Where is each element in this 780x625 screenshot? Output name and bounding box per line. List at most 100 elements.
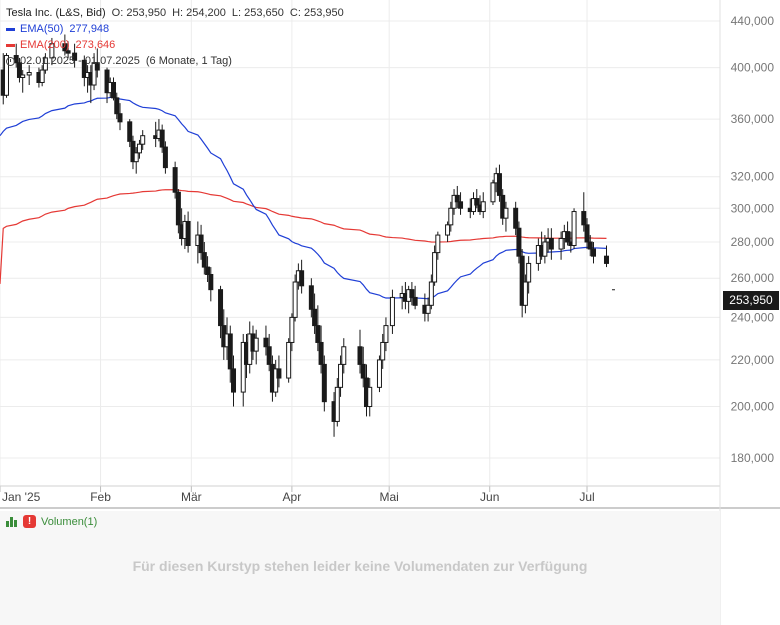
gridlines	[0, 0, 720, 486]
y-tick-label: 300,000	[731, 201, 775, 215]
candle-up	[432, 252, 438, 283]
candle-down	[227, 333, 233, 370]
y-axis-ticks: 180,000 200,000 220,000 240,000 260,000 280,0…	[731, 14, 775, 465]
x-tick-label: Feb	[90, 490, 111, 504]
chart-legend: Tesla Inc. (L&S, Bid) O: 253,950 H: 254,…	[6, 5, 350, 69]
x-tick-label: Jan '25	[2, 490, 41, 504]
close-value: C: 253,950	[289, 7, 344, 19]
candle-down	[315, 325, 321, 343]
candle-down	[474, 198, 480, 206]
candle-up	[91, 62, 97, 86]
candle-down	[454, 194, 460, 203]
candle-down	[62, 43, 68, 52]
candle-up	[286, 341, 292, 379]
candle-up	[253, 337, 259, 352]
legend-ema50-row[interactable]: EMA(50) 277,948	[6, 21, 350, 37]
candle-down	[198, 234, 204, 254]
candle-up	[341, 346, 347, 365]
candle-up	[383, 325, 389, 343]
ema50-swatch	[6, 27, 15, 31]
candle-down	[496, 173, 502, 196]
candle-down	[231, 368, 237, 393]
candle-down	[299, 270, 305, 287]
candle-down	[162, 146, 168, 169]
candle-down	[591, 248, 597, 257]
open-value: O: 253,950	[111, 7, 167, 19]
y-tick-label: 360,000	[731, 112, 775, 126]
candle-up	[522, 281, 528, 306]
candle-down	[94, 62, 100, 71]
candle-down	[185, 220, 191, 247]
candle-down	[201, 252, 207, 268]
candle-up	[445, 224, 451, 236]
candle-up	[367, 386, 373, 408]
candle-down	[172, 167, 178, 193]
y-tick-label: 220,000	[731, 353, 775, 367]
candle-down	[117, 113, 123, 123]
candle-down	[16, 62, 22, 78]
y-tick-label: 280,000	[731, 235, 775, 249]
candle-up	[20, 74, 26, 78]
candle-down	[587, 241, 593, 250]
candle-up	[338, 363, 344, 388]
clock-icon	[6, 56, 15, 66]
instrument-title[interactable]: Tesla Inc. (L&S, Bid)	[6, 7, 106, 19]
volume-panel	[0, 511, 720, 625]
ema50-line	[0, 96, 607, 300]
volume-label[interactable]: Volumen(1)	[41, 515, 98, 528]
y-tick-label: 200,000	[731, 400, 775, 414]
candle-up	[334, 386, 340, 422]
candle-down	[114, 97, 120, 115]
candle-up	[289, 316, 295, 343]
candle-down	[312, 308, 318, 327]
ema200-label: EMA(200)	[20, 39, 70, 51]
y-tick-label: 180,000	[731, 451, 775, 465]
candle-up	[376, 359, 382, 388]
candle-up	[542, 241, 548, 257]
candle-down	[81, 59, 87, 78]
candle-down	[357, 346, 363, 365]
candle-up	[380, 341, 386, 361]
candle-down	[513, 207, 519, 229]
ema200-line	[0, 189, 607, 284]
candle-down	[263, 337, 269, 348]
candle-up	[389, 296, 395, 327]
volume-header: ! Volumen(1)	[6, 515, 97, 528]
x-tick-label: Mär	[181, 490, 202, 504]
volume-bars-icon	[6, 516, 18, 527]
candle-up	[480, 201, 486, 213]
candle-down	[565, 231, 571, 243]
candle-up	[136, 143, 142, 154]
low-value: L: 253,650	[231, 7, 284, 19]
candle-up	[39, 69, 45, 83]
candle-down	[318, 341, 324, 365]
candle-down	[130, 140, 136, 163]
period-text: (6 Monate, 1 Tag)	[145, 55, 232, 67]
candle-up	[425, 304, 431, 314]
candle-down	[516, 227, 522, 257]
high-value: H: 254,200	[172, 7, 226, 19]
candle-up	[140, 135, 146, 145]
candle-up	[26, 72, 32, 76]
candle-down	[208, 273, 214, 291]
candle-up	[292, 281, 298, 318]
candle-down	[360, 363, 366, 379]
candle-up	[133, 152, 139, 163]
candle-down	[65, 50, 71, 54]
y-tick-label: 440,000	[731, 14, 775, 28]
candle-up	[240, 341, 246, 393]
candle-down	[548, 238, 554, 250]
legend-ohlc-row: Tesla Inc. (L&S, Bid) O: 253,950 H: 254,…	[6, 5, 350, 21]
ema50-value: 277,948	[69, 23, 110, 35]
candle-up	[558, 238, 564, 250]
legend-ema200-row[interactable]: EMA(200) 273,646	[6, 37, 350, 53]
candle-down	[458, 201, 464, 209]
warning-icon[interactable]: !	[23, 515, 36, 528]
x-tick-label: Mai	[380, 490, 399, 504]
x-tick-label: Apr	[283, 490, 302, 504]
legend-range-row[interactable]: 02.01.2025 - 01.07.2025 (6 Monate, 1 Tag…	[6, 53, 350, 69]
candle-down	[159, 129, 165, 148]
candle-down	[321, 363, 327, 403]
x-tick-label: Jul	[579, 490, 594, 504]
